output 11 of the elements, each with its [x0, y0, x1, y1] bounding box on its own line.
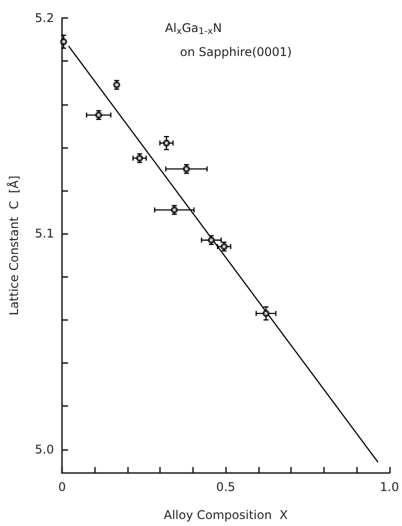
y-tick-label: 5.0	[34, 442, 54, 456]
annotation: on Sapphire(0001)	[180, 45, 292, 59]
y-tick-label: 5.2	[34, 11, 54, 25]
x-tick-label: 0	[58, 480, 66, 494]
y-tick-label: 5.1	[34, 226, 54, 241]
x-tick-label: 0.5	[216, 480, 236, 494]
y-axis-title: Lattice Constant C [Å]	[6, 176, 21, 316]
x-tick-label: 1.0	[380, 480, 400, 494]
point	[60, 38, 68, 46]
x-axis-title: Alloy Composition X	[164, 508, 288, 522]
point	[262, 310, 270, 317]
